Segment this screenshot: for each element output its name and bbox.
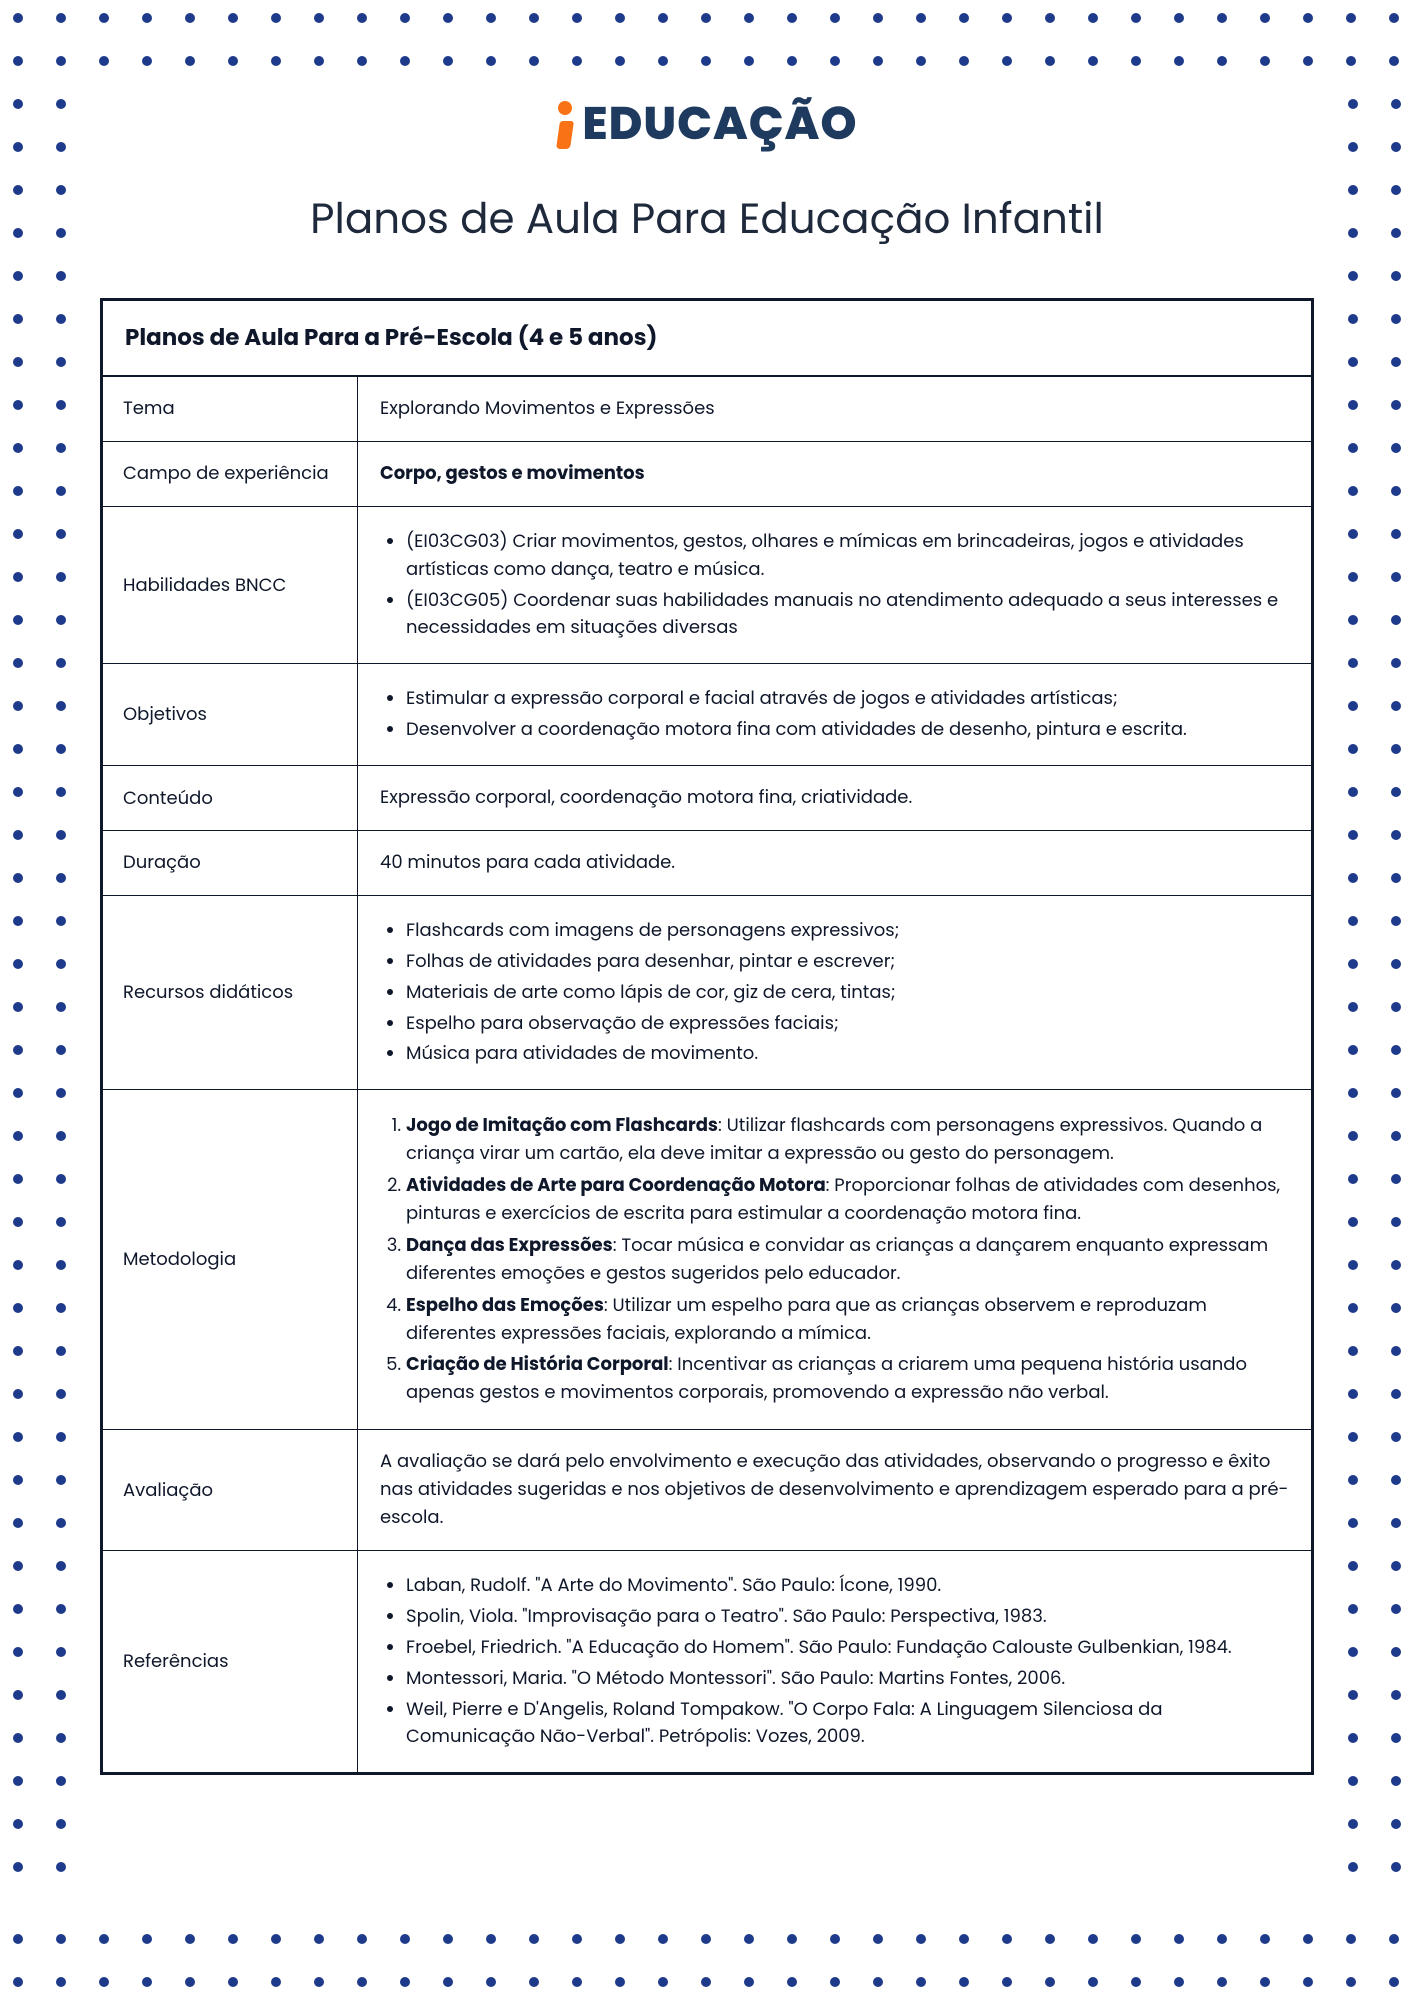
row-referencias: Referências Laban, Rudolf. "A Arte do Mo… — [103, 1551, 1311, 1772]
label-metodologia: Metodologia — [103, 1090, 358, 1429]
list-item: Froebel, Friedrich. "A Educação do Homem… — [406, 1634, 1289, 1662]
row-habilidades: Habilidades BNCC (EI03CG03) Criar movime… — [103, 507, 1311, 665]
label-recursos: Recursos didáticos — [103, 896, 358, 1089]
list-item: Espelho para observação de expressões fa… — [406, 1010, 1289, 1038]
list-item: (EI03CG03) Criar movimentos, gestos, olh… — [406, 528, 1289, 584]
methodology-step: Dança das Expressões: Tocar música e con… — [406, 1232, 1289, 1288]
label-objetivos: Objetivos — [103, 664, 358, 765]
row-conteudo: Conteúdo Expressão corporal, coordenação… — [103, 766, 1311, 831]
label-conteudo: Conteúdo — [103, 766, 358, 830]
value-duracao: 40 minutos para cada atividade. — [358, 831, 1311, 895]
list-item: Materiais de arte como lápis de cor, giz… — [406, 979, 1289, 1007]
methodology-step: Atividades de Arte para Coordenação Moto… — [406, 1172, 1289, 1228]
value-referencias: Laban, Rudolf. "A Arte do Movimento". Sã… — [358, 1551, 1311, 1772]
label-campo: Campo de experiência — [103, 442, 358, 506]
list-item: Desenvolver a coordenação motora fina co… — [406, 716, 1289, 744]
label-duracao: Duração — [103, 831, 358, 895]
value-avaliacao: A avaliação se dará pelo envolvimento e … — [358, 1430, 1311, 1550]
methodology-step: Espelho das Emoções: Utilizar um espelho… — [406, 1292, 1289, 1348]
table-header: Planos de Aula Para a Pré-Escola (4 e 5 … — [103, 301, 1311, 377]
value-habilidades: (EI03CG03) Criar movimentos, gestos, olh… — [358, 507, 1311, 664]
methodology-step: Criação de História Corporal: Incentivar… — [406, 1351, 1289, 1407]
row-tema: Tema Explorando Movimentos e Expressões — [103, 377, 1311, 442]
row-avaliacao: Avaliação A avaliação se dará pelo envol… — [103, 1430, 1311, 1551]
page-title: Planos de Aula Para Educação Infantil — [100, 187, 1314, 250]
list-item: Flashcards com imagens de personagens ex… — [406, 917, 1289, 945]
list-item: Laban, Rudolf. "A Arte do Movimento". Sã… — [406, 1572, 1289, 1600]
list-item: Música para atividades de movimento. — [406, 1040, 1289, 1068]
logo-i-icon — [556, 101, 574, 149]
row-duracao: Duração 40 minutos para cada atividade. — [103, 831, 1311, 896]
list-item: Montessori, Maria. "O Método Montessori"… — [406, 1665, 1289, 1693]
list-item: (EI03CG05) Coordenar suas habilidades ma… — [406, 587, 1289, 643]
list-item: Spolin, Viola. "Improvisação para o Teat… — [406, 1603, 1289, 1631]
list-item: Estimular a expressão corporal e facial … — [406, 685, 1289, 713]
value-conteudo: Expressão corporal, coordenação motora f… — [358, 766, 1311, 830]
list-item: Weil, Pierre e D'Angelis, Roland Tompako… — [406, 1696, 1289, 1752]
row-campo: Campo de experiência Corpo, gestos e mov… — [103, 442, 1311, 507]
logo-text: EDUCAÇÃO — [582, 90, 857, 159]
value-recursos: Flashcards com imagens de personagens ex… — [358, 896, 1311, 1089]
row-metodologia: Metodologia Jogo de Imitação com Flashca… — [103, 1090, 1311, 1430]
methodology-step: Jogo de Imitação com Flashcards: Utiliza… — [406, 1112, 1289, 1168]
label-habilidades: Habilidades BNCC — [103, 507, 358, 664]
label-avaliacao: Avaliação — [103, 1430, 358, 1550]
value-campo: Corpo, gestos e movimentos — [358, 442, 1311, 506]
label-tema: Tema — [103, 377, 358, 441]
lesson-plan-table: Planos de Aula Para a Pré-Escola (4 e 5 … — [100, 298, 1314, 1775]
label-referencias: Referências — [103, 1551, 358, 1772]
row-objetivos: Objetivos Estimular a expressão corporal… — [103, 664, 1311, 766]
row-recursos: Recursos didáticos Flashcards com imagen… — [103, 896, 1311, 1090]
value-metodologia: Jogo de Imitação com Flashcards: Utiliza… — [358, 1090, 1311, 1429]
logo: EDUCAÇÃO — [100, 90, 1314, 159]
value-tema: Explorando Movimentos e Expressões — [358, 377, 1311, 441]
value-objetivos: Estimular a expressão corporal e facial … — [358, 664, 1311, 765]
list-item: Folhas de atividades para desenhar, pint… — [406, 948, 1289, 976]
